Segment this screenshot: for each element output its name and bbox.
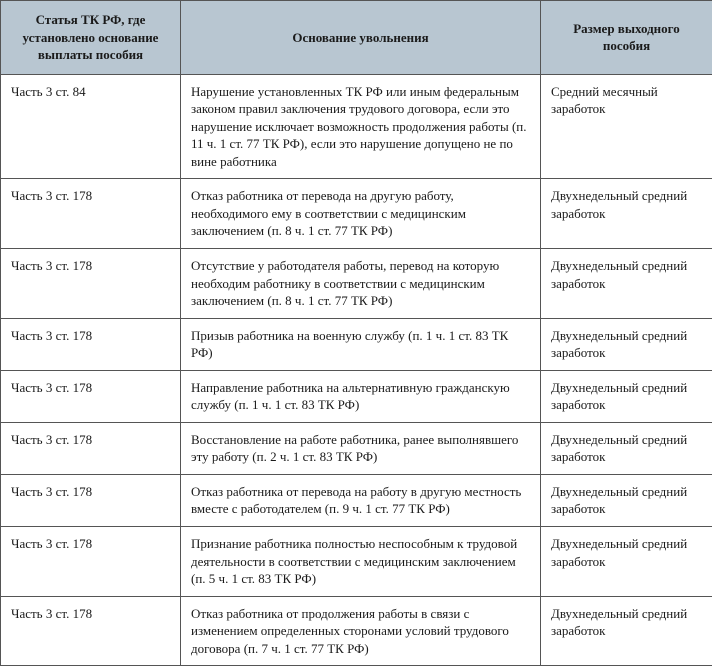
cell-basis: Отказ работника от перевода на другую ра… [181,179,541,249]
cell-basis: Направление работника на альтернативную … [181,370,541,422]
cell-article: Часть 3 ст. 178 [1,474,181,526]
col-header-amount: Размер выходного пособия [541,1,712,75]
table-body: Часть 3 ст. 84Нарушение установленных ТК… [1,74,712,666]
severance-table: Статья ТК РФ, где установлено основание … [0,0,712,666]
cell-amount: Двухнедельный средний заработок [541,422,712,474]
cell-amount: Двухнедельный средний заработок [541,249,712,319]
cell-amount: Двухнедельный средний заработок [541,596,712,666]
table-row: Часть 3 ст. 178Отказ работника от перево… [1,474,712,526]
cell-basis: Призыв работника на военную службу (п. 1… [181,318,541,370]
cell-basis: Восстановление на работе работника, ране… [181,422,541,474]
cell-amount: Двухнедельный средний заработок [541,370,712,422]
table-row: Часть 3 ст. 178Отказ работника от перево… [1,179,712,249]
cell-amount: Двухнедельный средний заработок [541,318,712,370]
cell-article: Часть 3 ст. 178 [1,422,181,474]
table-row: Часть 3 ст. 178Направление работника на … [1,370,712,422]
cell-amount: Двухнедельный средний заработок [541,179,712,249]
col-header-basis: Основание увольнения [181,1,541,75]
cell-article: Часть 3 ст. 178 [1,249,181,319]
table-header: Статья ТК РФ, где установлено основание … [1,1,712,75]
cell-article: Часть 3 ст. 178 [1,318,181,370]
cell-basis: Отказ работника от продолжения работы в … [181,596,541,666]
cell-basis: Признание работника полностью неспособны… [181,527,541,597]
cell-article: Часть 3 ст. 178 [1,527,181,597]
cell-article: Часть 3 ст. 178 [1,370,181,422]
table-row: Часть 3 ст. 178Отсутствие у работодателя… [1,249,712,319]
cell-basis: Нарушение установленных ТК РФ или иным ф… [181,74,541,179]
cell-article: Часть 3 ст. 84 [1,74,181,179]
table-row: Часть 3 ст. 178Призыв работника на военн… [1,318,712,370]
table-row: Часть 3 ст. 84Нарушение установленных ТК… [1,74,712,179]
table-row: Часть 3 ст. 178Восстановление на работе … [1,422,712,474]
cell-article: Часть 3 ст. 178 [1,596,181,666]
table-row: Часть 3 ст. 178Отказ работника от продол… [1,596,712,666]
table-row: Часть 3 ст. 178Признание работника полно… [1,527,712,597]
cell-basis: Отказ работника от перевода на работу в … [181,474,541,526]
cell-amount: Двухнедельный средний заработок [541,527,712,597]
cell-article: Часть 3 ст. 178 [1,179,181,249]
cell-amount: Средний месячный заработок [541,74,712,179]
cell-amount: Двухнедельный средний заработок [541,474,712,526]
col-header-article: Статья ТК РФ, где установлено основание … [1,1,181,75]
cell-basis: Отсутствие у работодателя работы, перево… [181,249,541,319]
